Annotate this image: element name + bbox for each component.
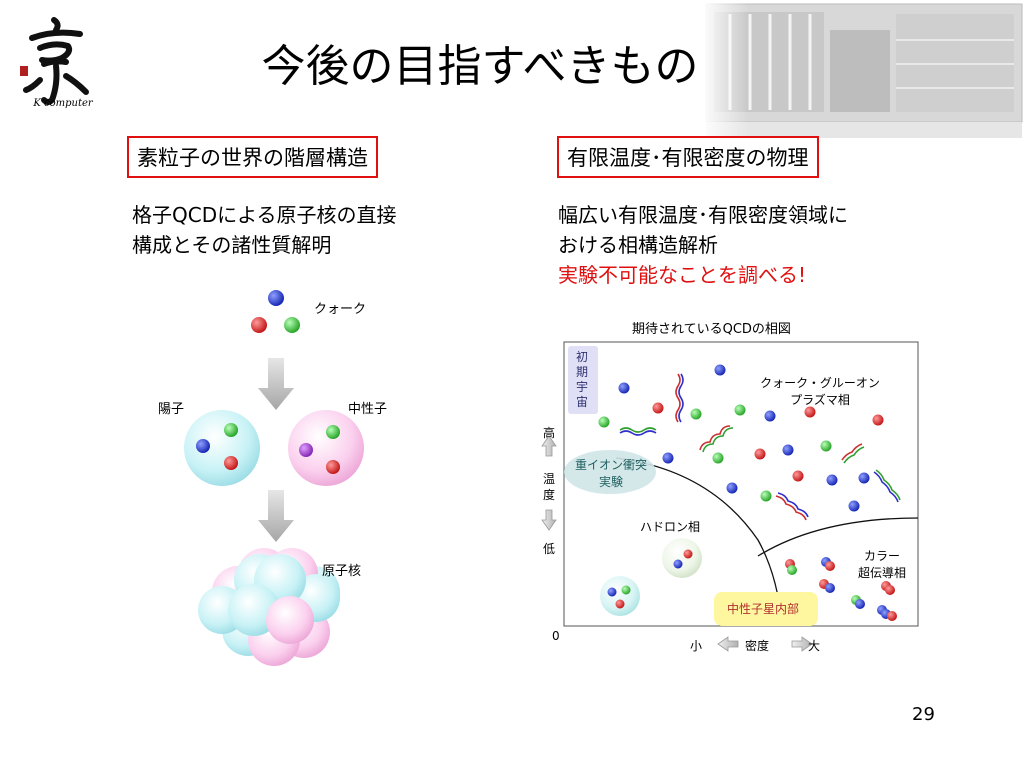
right-desc-line1: 幅広い有限温度･有限密度領域に	[558, 203, 848, 227]
label-nucleus: 原子核	[322, 564, 362, 579]
label-heavy-ion: 重イオン衝突 実験	[570, 456, 652, 490]
label-heavy-ion-line2: 実験	[598, 475, 623, 489]
hadron-meson	[662, 538, 702, 578]
left-desc-line2: 構成とその諸性質解明	[132, 233, 332, 257]
y-axis-high: 高	[543, 426, 556, 440]
right-description: 幅広い有限温度･有限密度領域に おける相構造解析 実験不可能なことを調べる!	[558, 200, 848, 290]
quark-red	[251, 317, 267, 333]
left-desc-line1: 格子QCDによる原子核の直接	[132, 203, 397, 227]
down-arrow-icon	[258, 358, 294, 410]
up-arrow-icon	[541, 435, 557, 457]
hadron-boundary-line	[615, 457, 783, 627]
neutron-sphere	[288, 410, 364, 486]
left-description: 格子QCDによる原子核の直接 構成とその諸性質解明	[132, 200, 397, 260]
right-desc-line2: おける相構造解析	[558, 233, 718, 257]
x-axis-large: 大	[808, 639, 821, 653]
label-neutron: 中性子	[348, 402, 388, 417]
y-axis-temp-1: 温	[543, 472, 556, 486]
heavy-ion-region	[564, 450, 656, 494]
section-label-finite-temp-density: 有限温度･有限密度の物理	[557, 136, 819, 178]
down-arrow-icon	[258, 490, 294, 542]
nucleus-cluster	[198, 548, 340, 666]
label-neutron-star: 中性子星内部	[727, 602, 800, 616]
origin-label: 0	[552, 629, 560, 643]
left-arrow-icon	[717, 636, 739, 652]
label-heavy-ion-line1: 重イオン衝突	[574, 458, 647, 472]
logo-caption: K computer	[33, 98, 93, 109]
label-color-sc-line2: 超伝導相	[857, 566, 906, 580]
x-axis-density: 密度	[745, 639, 770, 653]
page-title: 今後の目指すべきもの	[261, 41, 699, 92]
hierarchy-diagram	[184, 290, 364, 666]
section-label-particle-hierarchy: 素粒子の世界の階層構造	[127, 136, 378, 178]
quark-blue	[268, 290, 284, 306]
right-arrow-icon	[791, 636, 813, 652]
page-number: 29	[912, 704, 935, 725]
cooper-pairs	[785, 557, 897, 621]
y-axis-temp-2: 度	[543, 488, 556, 502]
proton-sphere	[184, 410, 260, 486]
x-axis-small: 小	[690, 639, 703, 653]
quark-green	[284, 317, 300, 333]
neutron-star-region	[714, 592, 818, 626]
label-qgp: クォーク・グルーオン プラズマ相	[760, 374, 880, 408]
y-axis-low: 低	[543, 542, 556, 556]
hadron-baryon	[600, 576, 640, 616]
down-arrow-icon	[541, 509, 557, 531]
label-proton: 陽子	[158, 402, 185, 417]
label-quark: クォーク	[314, 302, 367, 317]
gluon-waves	[619, 373, 901, 521]
right-highlight: 実験不可能なことを調べる!	[558, 263, 807, 287]
kyo-logo-icon	[20, 17, 89, 105]
qcd-phase-diagram	[541, 341, 919, 652]
color-sc-boundary-line	[757, 517, 919, 557]
label-color-sc-line1: カラー	[863, 549, 900, 563]
free-quarks	[598, 364, 884, 512]
label-qgp-line2: プラズマ相	[790, 393, 850, 407]
label-color-sc: カラー 超伝導相	[852, 547, 912, 581]
label-qgp-line1: クォーク・グルーオン	[760, 376, 880, 390]
label-hadron-phase: ハドロン相	[640, 520, 701, 534]
label-early-universe: 初期宇宙	[575, 350, 588, 409]
building-photo	[700, 0, 1024, 140]
early-universe-box	[568, 346, 598, 414]
phase-diagram-caption: 期待されているQCDの相図	[632, 322, 791, 337]
